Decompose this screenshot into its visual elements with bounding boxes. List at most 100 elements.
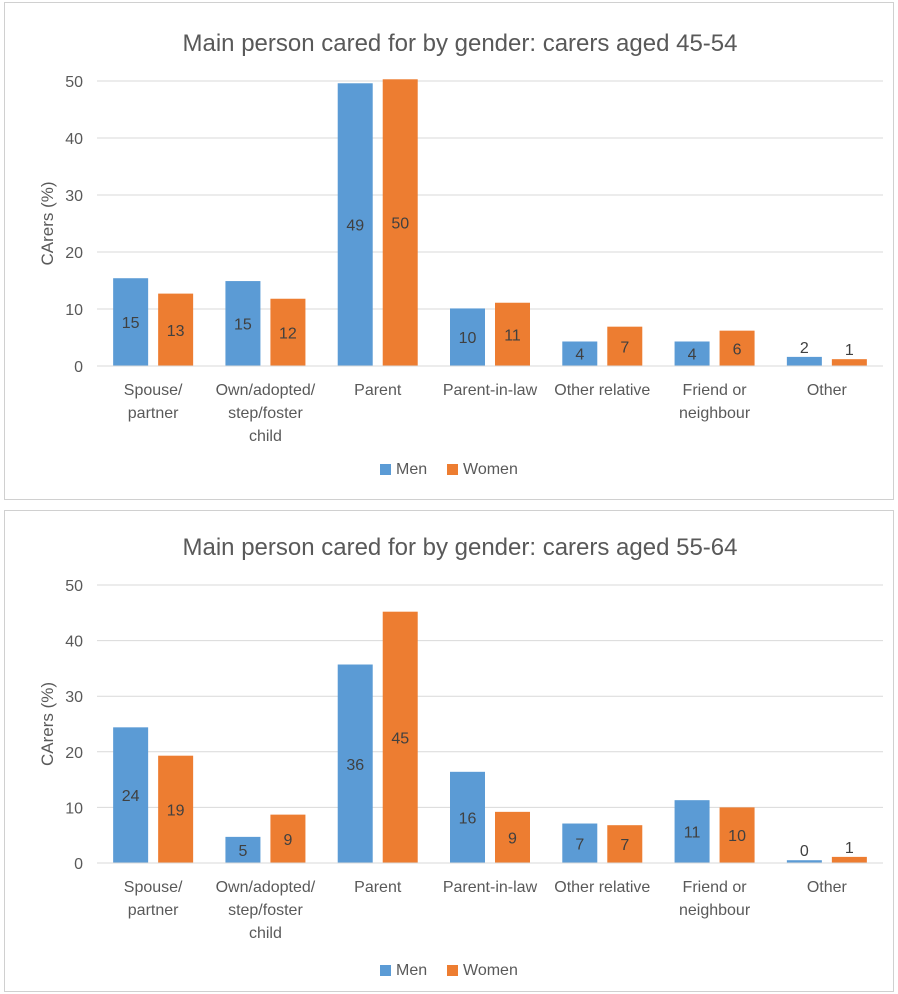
category-label: Other — [807, 382, 848, 399]
bar-chart-45-54: Main person cared for by gender: carers … — [38, 30, 883, 478]
bar-women — [382, 79, 418, 366]
category-label: Parent-in-law — [443, 382, 538, 399]
bar-men — [113, 278, 149, 366]
category-label: Other relative — [554, 382, 650, 399]
data-label: 6 — [733, 341, 742, 358]
bar-women — [831, 856, 867, 863]
data-label: 7 — [620, 339, 629, 356]
bar-men — [786, 860, 822, 863]
y-tick-label: 30 — [65, 689, 83, 706]
bar-women — [831, 359, 867, 366]
data-label: 13 — [167, 323, 185, 340]
y-tick-label: 40 — [65, 634, 83, 651]
bar-women — [495, 811, 530, 863]
data-label: 9 — [508, 830, 517, 847]
bar-women — [270, 298, 306, 366]
legend-swatch — [447, 965, 458, 976]
data-label: 16 — [459, 810, 477, 827]
category-label: step/foster — [228, 405, 303, 422]
legend-label: Women — [463, 962, 518, 979]
category-label: Friend or — [683, 879, 748, 896]
category-label: Spouse/ — [124, 382, 183, 399]
category-label: Own/adopted/ — [216, 879, 316, 896]
bar-women — [270, 814, 306, 863]
y-tick-label: 50 — [65, 578, 83, 595]
category-label: partner — [128, 902, 179, 919]
legend-swatch — [380, 965, 391, 976]
chart-panel-45-54: Main person cared for by gender: carers … — [4, 2, 894, 500]
category-label: Own/adopted/ — [216, 382, 316, 399]
data-label: 10 — [728, 828, 746, 845]
data-label: 45 — [391, 730, 409, 747]
y-axis-label: CArers (%) — [38, 181, 57, 265]
category-label: Parent — [354, 382, 402, 399]
y-tick-label: 20 — [65, 745, 83, 762]
data-label: 24 — [122, 788, 140, 805]
data-label: 50 — [391, 216, 409, 233]
legend-swatch — [447, 464, 458, 475]
data-label: 15 — [122, 315, 140, 332]
y-tick-label: 30 — [65, 188, 83, 205]
bar-men — [450, 771, 485, 863]
bar-men — [337, 664, 373, 863]
bar-men — [225, 281, 261, 366]
data-label: 49 — [346, 218, 364, 235]
bar-women — [719, 330, 755, 366]
data-label: 5 — [238, 843, 247, 860]
y-tick-label: 50 — [65, 74, 83, 91]
data-label: 4 — [575, 347, 584, 364]
category-label: child — [249, 925, 282, 942]
category-label: neighbour — [679, 902, 751, 919]
data-label: 4 — [688, 347, 697, 364]
category-label: Parent — [354, 879, 402, 896]
category-label: neighbour — [679, 405, 751, 422]
chart-title: Main person cared for by gender: carers … — [183, 534, 738, 561]
bar-men — [337, 83, 373, 366]
bar-men — [674, 800, 710, 863]
data-label: 9 — [283, 832, 292, 849]
bar-women — [607, 326, 643, 366]
data-label: 15 — [234, 317, 252, 334]
legend-label: Women — [463, 461, 518, 478]
data-label: 1 — [845, 840, 854, 857]
data-label: 36 — [346, 757, 364, 774]
category-label: Parent-in-law — [443, 879, 538, 896]
bar-men — [225, 836, 261, 863]
bar-women — [158, 293, 194, 366]
category-label: Other — [807, 879, 848, 896]
bar-women — [607, 825, 643, 863]
y-axis-label: CArers (%) — [38, 682, 57, 766]
bar-men — [450, 308, 485, 366]
bar-men — [786, 356, 822, 366]
y-tick-label: 0 — [74, 856, 83, 873]
data-label: 7 — [620, 837, 629, 854]
data-label: 2 — [800, 340, 809, 357]
bar-men — [674, 341, 710, 366]
y-tick-label: 0 — [74, 359, 83, 376]
chart-title: Main person cared for by gender: carers … — [183, 30, 738, 57]
data-label: 1 — [845, 342, 854, 359]
category-label: partner — [128, 405, 179, 422]
y-tick-label: 20 — [65, 245, 83, 262]
bar-men — [562, 341, 598, 366]
bar-women — [382, 611, 418, 863]
category-label: step/foster — [228, 902, 303, 919]
category-label: child — [249, 428, 282, 445]
y-tick-label: 40 — [65, 131, 83, 148]
data-label: 7 — [575, 836, 584, 853]
chart-panel-55-64: Main person cared for by gender: carers … — [4, 510, 894, 992]
data-label: 0 — [800, 843, 809, 860]
category-label: Friend or — [683, 382, 748, 399]
bar-women — [158, 755, 194, 863]
bar-men — [113, 727, 149, 863]
legend-label: Men — [396, 461, 427, 478]
y-tick-label: 10 — [65, 302, 83, 319]
category-label: Other relative — [554, 879, 650, 896]
bar-chart-55-64: Main person cared for by gender: carers … — [38, 534, 883, 979]
category-label: Spouse/ — [124, 879, 183, 896]
legend-label: Men — [396, 962, 427, 979]
bar-men — [562, 823, 598, 863]
legend-swatch — [380, 464, 391, 475]
data-label: 11 — [504, 327, 521, 344]
data-label: 12 — [279, 325, 297, 342]
